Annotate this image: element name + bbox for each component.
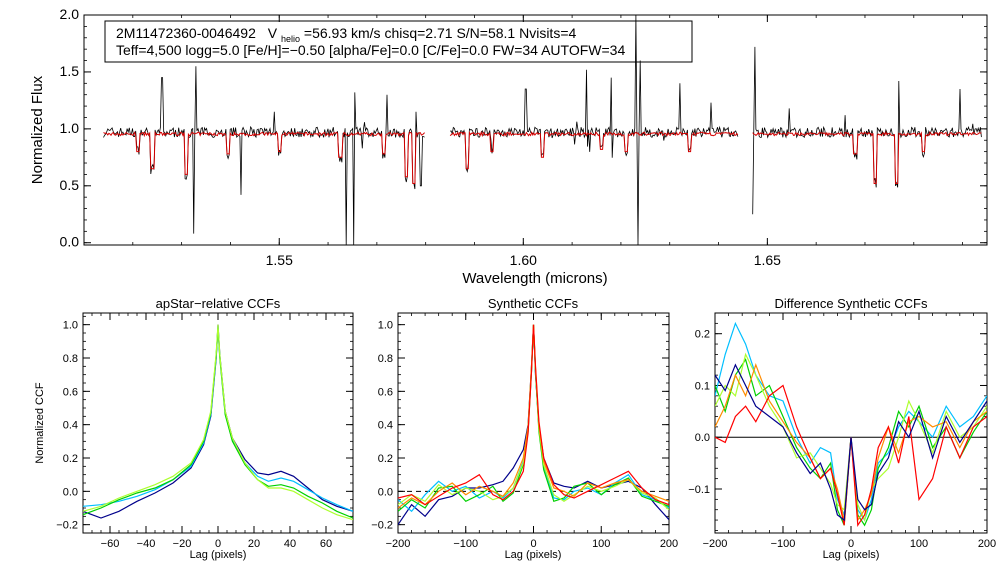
synthetic-ccf-y-tick-label: −0.2 [371,520,393,532]
difference-ccf-x-tick-label: 0 [848,538,854,550]
apstar-ccf-y-tick-label: 0.0 [63,486,78,498]
apstar-ccf-x-tick-label: 0 [215,538,221,550]
difference-ccf-x-tick-label: −200 [703,538,728,550]
difference-ccf-x-tick-label: −100 [771,538,796,550]
spectrum-x-tick-label: 1.65 [754,252,781,268]
info-star-id: 2M11472360-0046492 [116,25,256,41]
synthetic-ccf-x-tick-label: 0 [530,538,536,550]
synthetic-ccf-y-tick-label: 0.4 [378,420,393,432]
difference-ccf-title: Difference Synthetic CCFs [775,296,928,311]
synthetic-ccf-x-tick-label: −100 [453,538,478,550]
apstar-ccf-series-visit-2 [83,326,353,512]
spectrum-y-tick-label: 2.0 [60,6,80,22]
synthetic-ccf-layer: −200 −100 0 100 200 −0.2 0.0 0.2 0.4 0.6 0.8 1.0 [371,313,678,550]
synthetic-ccf-series-template-2 [398,324,669,513]
apstar-ccf-y-tick-label: −0.2 [56,520,78,532]
info-line-1: 2M11472360-0046492 V helio =56.93 km/s c… [116,25,576,45]
spectrum-x-tick-label: 1.60 [510,252,537,268]
synthetic-x-axis-title: Lag (pixels) [505,549,562,561]
difference-x-axis-title: Lag (pixels) [823,549,880,561]
synthetic-ccf-y-tick-label: 1.0 [378,320,393,332]
apstar-ccf-x-tick-label: 40 [284,538,296,550]
apstar-ccf-x-tick-label: 20 [248,538,260,550]
spectrum-model-chip-3 [752,131,982,184]
apstar-ccf-y-tick-label: 0.8 [63,353,78,365]
spectrum-model-chip-1 [103,131,425,184]
synthetic-ccf-x-tick-label: −200 [386,538,411,550]
apstar-ccf-x-tick-label: 60 [320,538,332,550]
difference-ccf-series-diff-6 [715,363,987,522]
apstar-ccf-y-tick-label: 1.0 [63,320,78,332]
spectrum-y-tick-label: 0.5 [60,177,80,193]
apstar-ccf-y-tick-label: 0.4 [63,420,78,432]
apstar-ccf-y-tick-label: 0.2 [63,453,78,465]
difference-ccf-y-tick-label: 0.0 [695,432,710,444]
synthetic-ccf-series-template-6 [398,324,669,506]
spectrum-model-chip-2 [449,130,739,170]
apstar-ccf-title: apStar−relative CCFs [156,296,281,311]
spectrum-x-axis-title: Wavelength (microns) [462,270,607,287]
synthetic-ccf-series-template-3 [398,324,669,512]
apstar-ccf-x-tick-label: −40 [137,538,156,550]
apstar-x-axis-title: Lag (pixels) [190,549,247,561]
apstar-ccf-series-visit-4 [83,324,353,521]
apstar-ccf-x-tick-label: −20 [173,538,192,550]
info-v-label: V [268,25,278,41]
spectrum-layer: 1.55 1.60 1.65 0.0 0.5 1.0 1.5 2.0 [60,6,987,268]
spectrum-observed-chip-1 [103,66,425,245]
apstar-ccf-y-tick-label: 0.6 [63,386,78,398]
synthetic-ccf-series-template-5 [398,324,669,509]
spectrum-y-axis-title: Normalized Flux [29,75,46,184]
difference-ccf-x-tick-label: 100 [910,538,928,550]
difference-ccf-y-tick-label: 0.2 [695,329,710,341]
spectrum-y-tick-label: 0.0 [60,234,80,250]
synthetic-ccf-x-tick-label: 100 [592,538,610,550]
synthetic-ccf-x-tick-label: 200 [660,538,678,550]
synthetic-ccf-series-template-1 [398,324,669,526]
difference-ccf-layer: −200 −100 0 100 200 −0.1 0.0 0.1 0.2 [688,312,996,550]
apstar-ccf-series-visit-3 [83,327,353,519]
apstar-ccf-series-visit-1 [83,324,353,519]
spectrum-x-tick-label: 1.55 [266,252,293,268]
info-line-1-rest: =56.93 km/s chisq=2.71 S/N=58.1 Nvisits=… [304,25,577,41]
spectrum-y-tick-label: 1.5 [60,63,80,79]
apstar-ccf-layer: −60 −40 −20 0 20 40 60 −0.2 0.0 0.2 0.4 0.6 0.8 1.0 [56,313,354,550]
spectrum-plot-frame [83,14,988,246]
synthetic-ccf-title: Synthetic CCFs [488,296,579,311]
info-v-subscript: helio [281,34,300,44]
spectrum-y-tick-label: 1.0 [60,120,80,136]
difference-ccf-plot-frame [714,312,988,534]
difference-ccf-y-tick-label: −0.1 [688,484,710,496]
difference-ccf-x-tick-label: 200 [978,538,996,550]
spectrum-info-box [104,20,693,63]
difference-ccf-y-tick-label: 0.1 [695,380,710,392]
synthetic-ccf-y-tick-label: 0.0 [378,486,393,498]
synthetic-ccf-y-tick-label: 0.2 [378,453,393,465]
apstar-ccf-x-tick-label: −60 [101,538,120,550]
spectrum-observed-chip-3 [752,46,982,215]
synthetic-ccf-y-tick-label: 0.8 [378,353,393,365]
info-line-2: Teff=4,500 logg=5.0 [Fe/H]=−0.50 [alpha/… [116,42,625,58]
synthetic-ccf-y-tick-label: 0.6 [378,386,393,398]
apstar-y-axis-title: Normalized CCF [34,382,46,464]
